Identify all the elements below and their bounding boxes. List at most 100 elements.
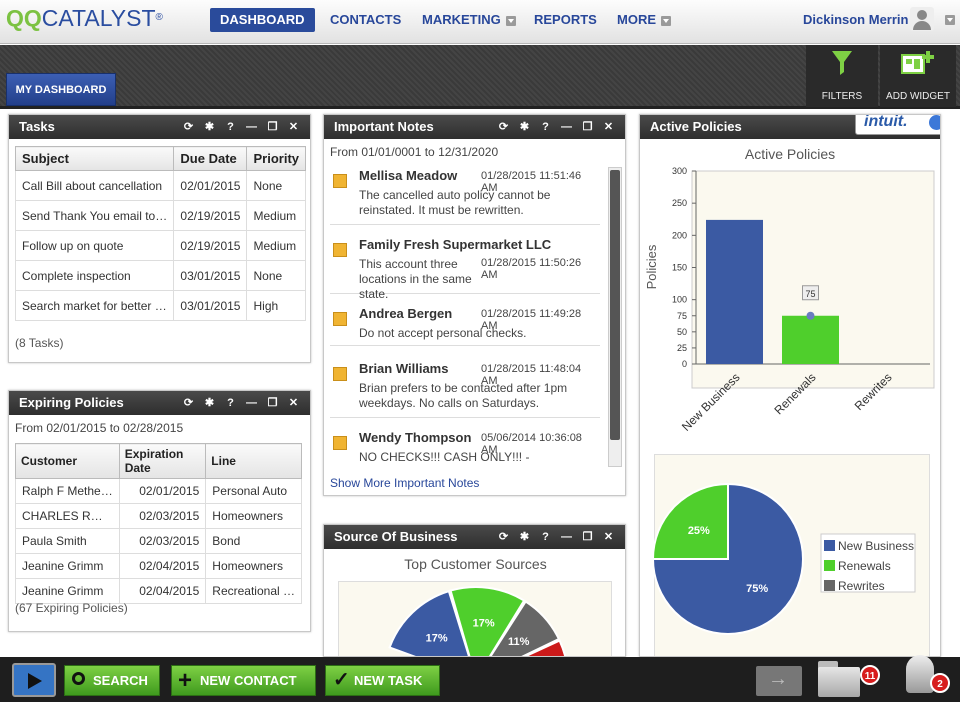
column-header[interactable]: Priority [246, 146, 306, 171]
scrollbar[interactable] [608, 167, 622, 467]
maximize-icon[interactable]: ❐ [267, 121, 278, 133]
column-header[interactable]: Customer [15, 443, 120, 479]
refresh-icon[interactable]: ⟳ [183, 397, 194, 409]
active-policies-pie-chart[interactable]: 75% 25% New Business Renewals Rewrites [640, 454, 941, 657]
bell-icon[interactable]: 2 [902, 651, 950, 701]
list-item[interactable]: Brian Williams 01/28/2015 11:48:04 AM Br… [330, 361, 600, 418]
task-subject: Search market for better … [14, 290, 175, 321]
active-policies-bar-chart[interactable]: Active Policies Policies 0 25 50 75 100 150 200 2… [640, 139, 940, 459]
table-row[interactable]: Search market for better … 03/01/2015 High [14, 290, 306, 321]
refresh-icon[interactable]: ⟳ [498, 531, 509, 543]
column-header[interactable]: Due Date [173, 146, 248, 171]
minimize-icon[interactable]: — [561, 531, 572, 543]
app-logo[interactable]: QQCATALYST® [6, 5, 163, 31]
customer-cell: Paula Smith [15, 528, 120, 554]
legend-item: New Business [838, 539, 914, 553]
new-contact-button[interactable]: + NEW CONTACT [171, 665, 316, 696]
pie-slice [523, 639, 567, 656]
table-row[interactable]: CHARLES R… 02/03/2015 Homeowners [15, 503, 302, 529]
refresh-icon[interactable]: ⟳ [498, 121, 509, 133]
minimize-icon[interactable]: — [561, 121, 572, 133]
new-task-button[interactable]: ✓ NEW TASK [325, 665, 440, 696]
scrollbar-thumb[interactable] [610, 170, 620, 440]
task-priority: High [246, 290, 306, 321]
task-subject: Send Thank You email to… [14, 200, 175, 231]
widget-title: Important Notes [334, 119, 434, 134]
close-icon[interactable]: ✕ [603, 121, 614, 133]
add-widget-button[interactable]: ADD WIDGET [880, 45, 956, 107]
widget-header: Expiring Policies ⟳ ✱? — ❐ ✕ [9, 391, 310, 415]
search-button[interactable]: SEARCH [64, 665, 160, 696]
source-pie-chart[interactable]: 17% 17% 11% [324, 549, 626, 657]
expiration-cell: 02/03/2015 [118, 503, 207, 529]
table-row[interactable]: Send Thank You email to… 02/19/2015 Medium [14, 200, 306, 231]
minimize-icon[interactable]: — [246, 397, 257, 409]
expiration-cell: 02/04/2015 [118, 578, 207, 604]
column-header[interactable]: Expiration Date [118, 443, 207, 479]
customer-cell: Jeanine Grimm [15, 553, 120, 579]
help-icon[interactable]: ? [542, 531, 549, 543]
legend-item: Renewals [838, 559, 891, 573]
top-navigation: QQCATALYST® DASHBOARD CONTACTS MARKETING… [0, 0, 960, 44]
expiring-table: Customer Expiration Date Line Ralph F Me… [15, 443, 302, 604]
gear-icon[interactable]: ✱ [204, 121, 215, 133]
plus-icon: + [178, 667, 193, 694]
table-row[interactable]: Ralph F Methe… 02/01/2015 Personal Auto [15, 478, 302, 504]
date-range: From 02/01/2015 to 02/28/2015 [15, 421, 184, 435]
nav-marketing[interactable]: MARKETING [422, 8, 516, 32]
table-row[interactable]: Complete inspection 03/01/2015 None [14, 260, 306, 291]
column-header[interactable]: Line [205, 443, 302, 479]
list-item[interactable]: Family Fresh Supermarket LLC This accoun… [330, 237, 600, 301]
folder-icon[interactable]: 11 [818, 661, 880, 697]
close-icon[interactable]: ✕ [288, 397, 299, 409]
chevron-down-icon[interactable] [945, 15, 955, 25]
maximize-icon[interactable]: ❐ [582, 531, 593, 543]
filters-button[interactable]: FILTERS [806, 45, 878, 107]
table-row[interactable]: Follow up on quote 02/19/2015 Medium [14, 230, 306, 261]
bar [706, 219, 763, 364]
close-icon[interactable]: ✕ [603, 531, 614, 543]
table-header-row: Customer Expiration Date Line [15, 443, 302, 479]
close-icon[interactable]: ✕ [288, 121, 299, 133]
user-name[interactable]: Dickinson Merrin [803, 12, 909, 27]
data-point [806, 311, 815, 320]
refresh-icon[interactable]: ⟳ [183, 121, 194, 133]
gear-icon[interactable]: ✱ [519, 121, 530, 133]
nav-dashboard[interactable]: DASHBOARD [210, 8, 315, 32]
gear-icon[interactable]: ✱ [519, 531, 530, 543]
note-text: Brian prefers to be contacted after 1pm … [359, 381, 568, 410]
help-icon[interactable]: ? [227, 121, 234, 133]
customer-cell: Ralph F Methe… [15, 478, 120, 504]
intuit-badge[interactable]: intuit. [855, 115, 940, 135]
y-tick-label: 100 [672, 295, 687, 305]
column-header[interactable]: Subject [14, 146, 175, 171]
task-priority: Medium [246, 230, 306, 261]
list-item[interactable]: Andrea Bergen 01/28/2015 11:49:28 AM Do … [330, 306, 600, 346]
maximize-icon[interactable]: ❐ [582, 121, 593, 133]
maximize-icon[interactable]: ❐ [267, 397, 278, 409]
note-author: Andrea Bergen [359, 306, 453, 321]
widget-title: Active Policies [650, 119, 742, 134]
list-item[interactable]: Wendy Thompson 05/06/2014 10:36:08 AM NO… [330, 430, 600, 470]
list-item[interactable]: Mellisa Meadow 01/28/2015 11:51:46 AM Th… [330, 168, 600, 225]
table-row[interactable]: Paula Smith 02/03/2015 Bond [15, 528, 302, 554]
video-icon[interactable] [12, 663, 56, 697]
pie-slice [388, 589, 470, 656]
add-widget-label: ADD WIDGET [886, 91, 950, 102]
minimize-icon[interactable]: — [246, 121, 257, 133]
table-row[interactable]: Jeanine Grimm 02/04/2015 Recreational … [15, 578, 302, 604]
nav-reports[interactable]: REPORTS [534, 12, 597, 27]
show-more-notes-link[interactable]: Show More Important Notes [330, 476, 480, 490]
task-subject: Complete inspection [14, 260, 175, 291]
avatar[interactable] [910, 7, 934, 31]
my-dashboard-tab[interactable]: MY DASHBOARD [6, 73, 116, 106]
nav-contacts[interactable]: CONTACTS [330, 12, 402, 27]
table-row[interactable]: Jeanine Grimm 02/04/2015 Homeowners [15, 553, 302, 579]
nav-more[interactable]: MORE [617, 8, 671, 32]
arrow-right-icon[interactable]: → [756, 666, 802, 696]
help-icon[interactable]: ? [227, 397, 234, 409]
table-row[interactable]: Call Bill about cancellation 02/01/2015 No… [14, 170, 306, 201]
gear-icon[interactable]: ✱ [204, 397, 215, 409]
help-icon[interactable]: ? [542, 121, 549, 133]
widget-header: Source Of Business ⟳ ✱? — ❐ ✕ [324, 525, 625, 549]
